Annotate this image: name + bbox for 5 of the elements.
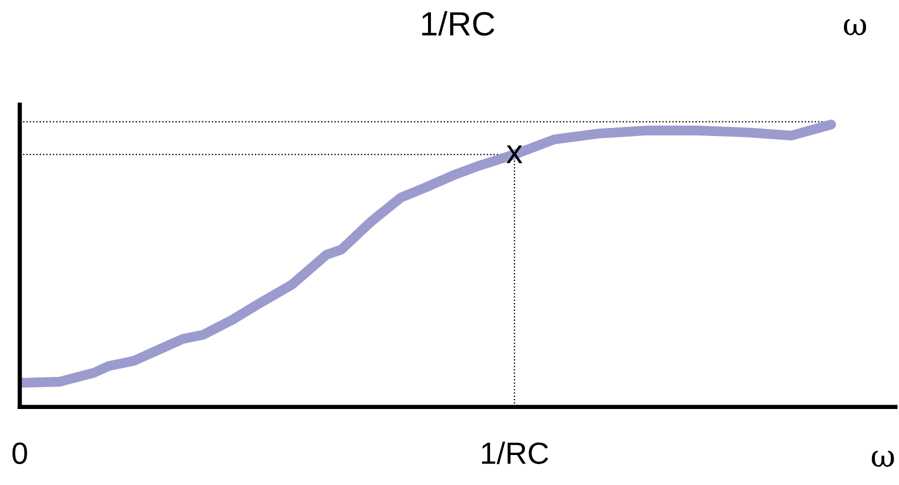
chart-title: 1/RC: [422, 11, 494, 36]
annotation: x: [506, 145, 522, 164]
x-axis-title: ω: [872, 450, 894, 467]
x-tick-label: 0: [12, 442, 28, 464]
text: ω: [844, 19, 866, 36]
